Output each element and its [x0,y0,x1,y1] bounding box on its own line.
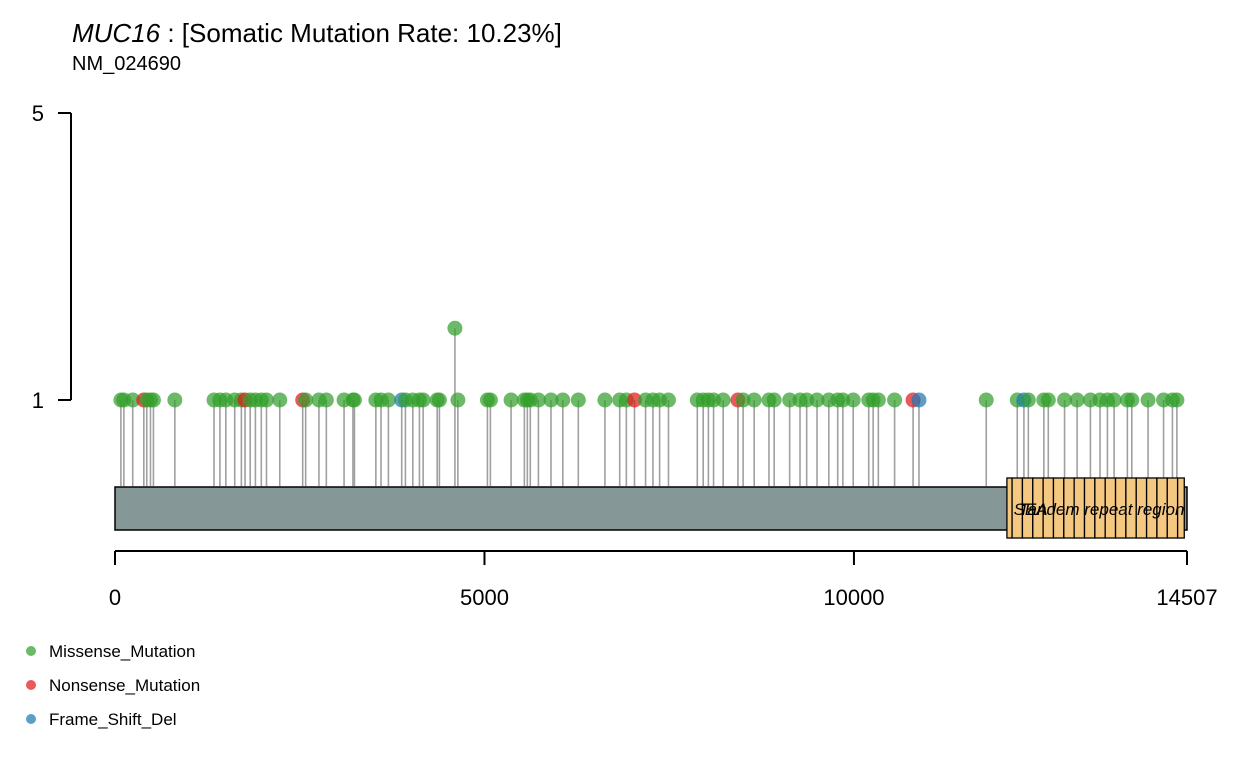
x-tick-label: 5000 [460,585,509,610]
mutation-point-missense [380,392,396,408]
mutation-point-missense [318,392,334,408]
mutation-points [113,320,1185,408]
mutation-point-missense [1106,392,1122,408]
domain-label-tandem: Tandem repeat region [1019,500,1185,519]
mutation-point-missense [555,392,571,408]
mutation-point-missense [503,392,519,408]
gene-name: MUC16 [72,18,161,48]
domain-block [1176,477,1185,539]
mutation-point-missense [482,392,498,408]
mutation-point-missense [845,392,861,408]
mutation-point-missense [766,392,782,408]
legend-label: Nonsense_Mutation [49,676,200,695]
mutation-point-missense [346,392,362,408]
mutation-point-missense [258,392,274,408]
mutation-point-missense [887,392,903,408]
mutation-rate: : [Somatic Mutation Rate: 10.23%] [160,18,562,48]
transcript-id: NM_024690 [72,53,181,75]
mutation-point-missense [799,392,815,408]
mutation-point-missense [978,392,994,408]
mutation-point-missense [1040,392,1056,408]
y-axis: 15 [32,101,72,413]
mutation-point-missense [735,392,751,408]
mutation-point-missense [543,392,559,408]
mutation-point-nonsense [626,392,642,408]
mutation-point-missense [1140,392,1156,408]
legend-label: Frame_Shift_Del [49,710,177,729]
legend-swatch-nonsense [26,680,36,690]
legend-label: Missense_Mutation [49,642,195,661]
chart-title: MUC16 : [Somatic Mutation Rate: 10.23%] [72,18,562,48]
legend: Missense_Mutation Nonsense_Mutation Frame_… [26,642,200,729]
mutation-point-missense [1020,392,1036,408]
mutation-point-missense [597,392,613,408]
mutation-point-missense [450,392,466,408]
mutation-point-missense [145,392,161,408]
mutation-point-missense [1169,392,1185,408]
mutation-point-missense [530,392,546,408]
mutation-point-missense [167,392,183,408]
y-tick-label: 1 [32,388,44,413]
mutation-point-missense [870,392,886,408]
mutation-point-missense [1124,392,1140,408]
mutation-point-missense [272,392,288,408]
y-tick-label: 5 [32,101,44,126]
mutation-point-missense [746,392,762,408]
mutation-point-missense [1057,392,1073,408]
legend-swatch-missense [26,646,36,656]
x-tick-label: 10000 [823,585,884,610]
domain-label-sea: SEA [1014,500,1048,519]
mutation-stems [120,328,1178,486]
mutation-point-missense [835,392,851,408]
x-axis: 0 5000 10000 14507 [109,550,1218,610]
mutation-point-missense [660,392,676,408]
mutation-point-missense [1069,392,1085,408]
mutation-point-missense [809,392,825,408]
domain-block [1006,477,1013,539]
mutation-point-missense [447,320,463,336]
mutation-point-missense [298,392,314,408]
x-tick-label: 0 [109,585,121,610]
legend-swatch-frameshift [26,714,36,724]
mutation-point-missense [125,392,141,408]
mutation-point-missense [415,392,431,408]
mutation-point-missense [431,392,447,408]
mutation-point-missense [782,392,798,408]
mutation-point-missense [715,392,731,408]
x-tick-label: 14507 [1156,585,1217,610]
mutation-point-missense [570,392,586,408]
mutation-point-frameshift [911,392,927,408]
